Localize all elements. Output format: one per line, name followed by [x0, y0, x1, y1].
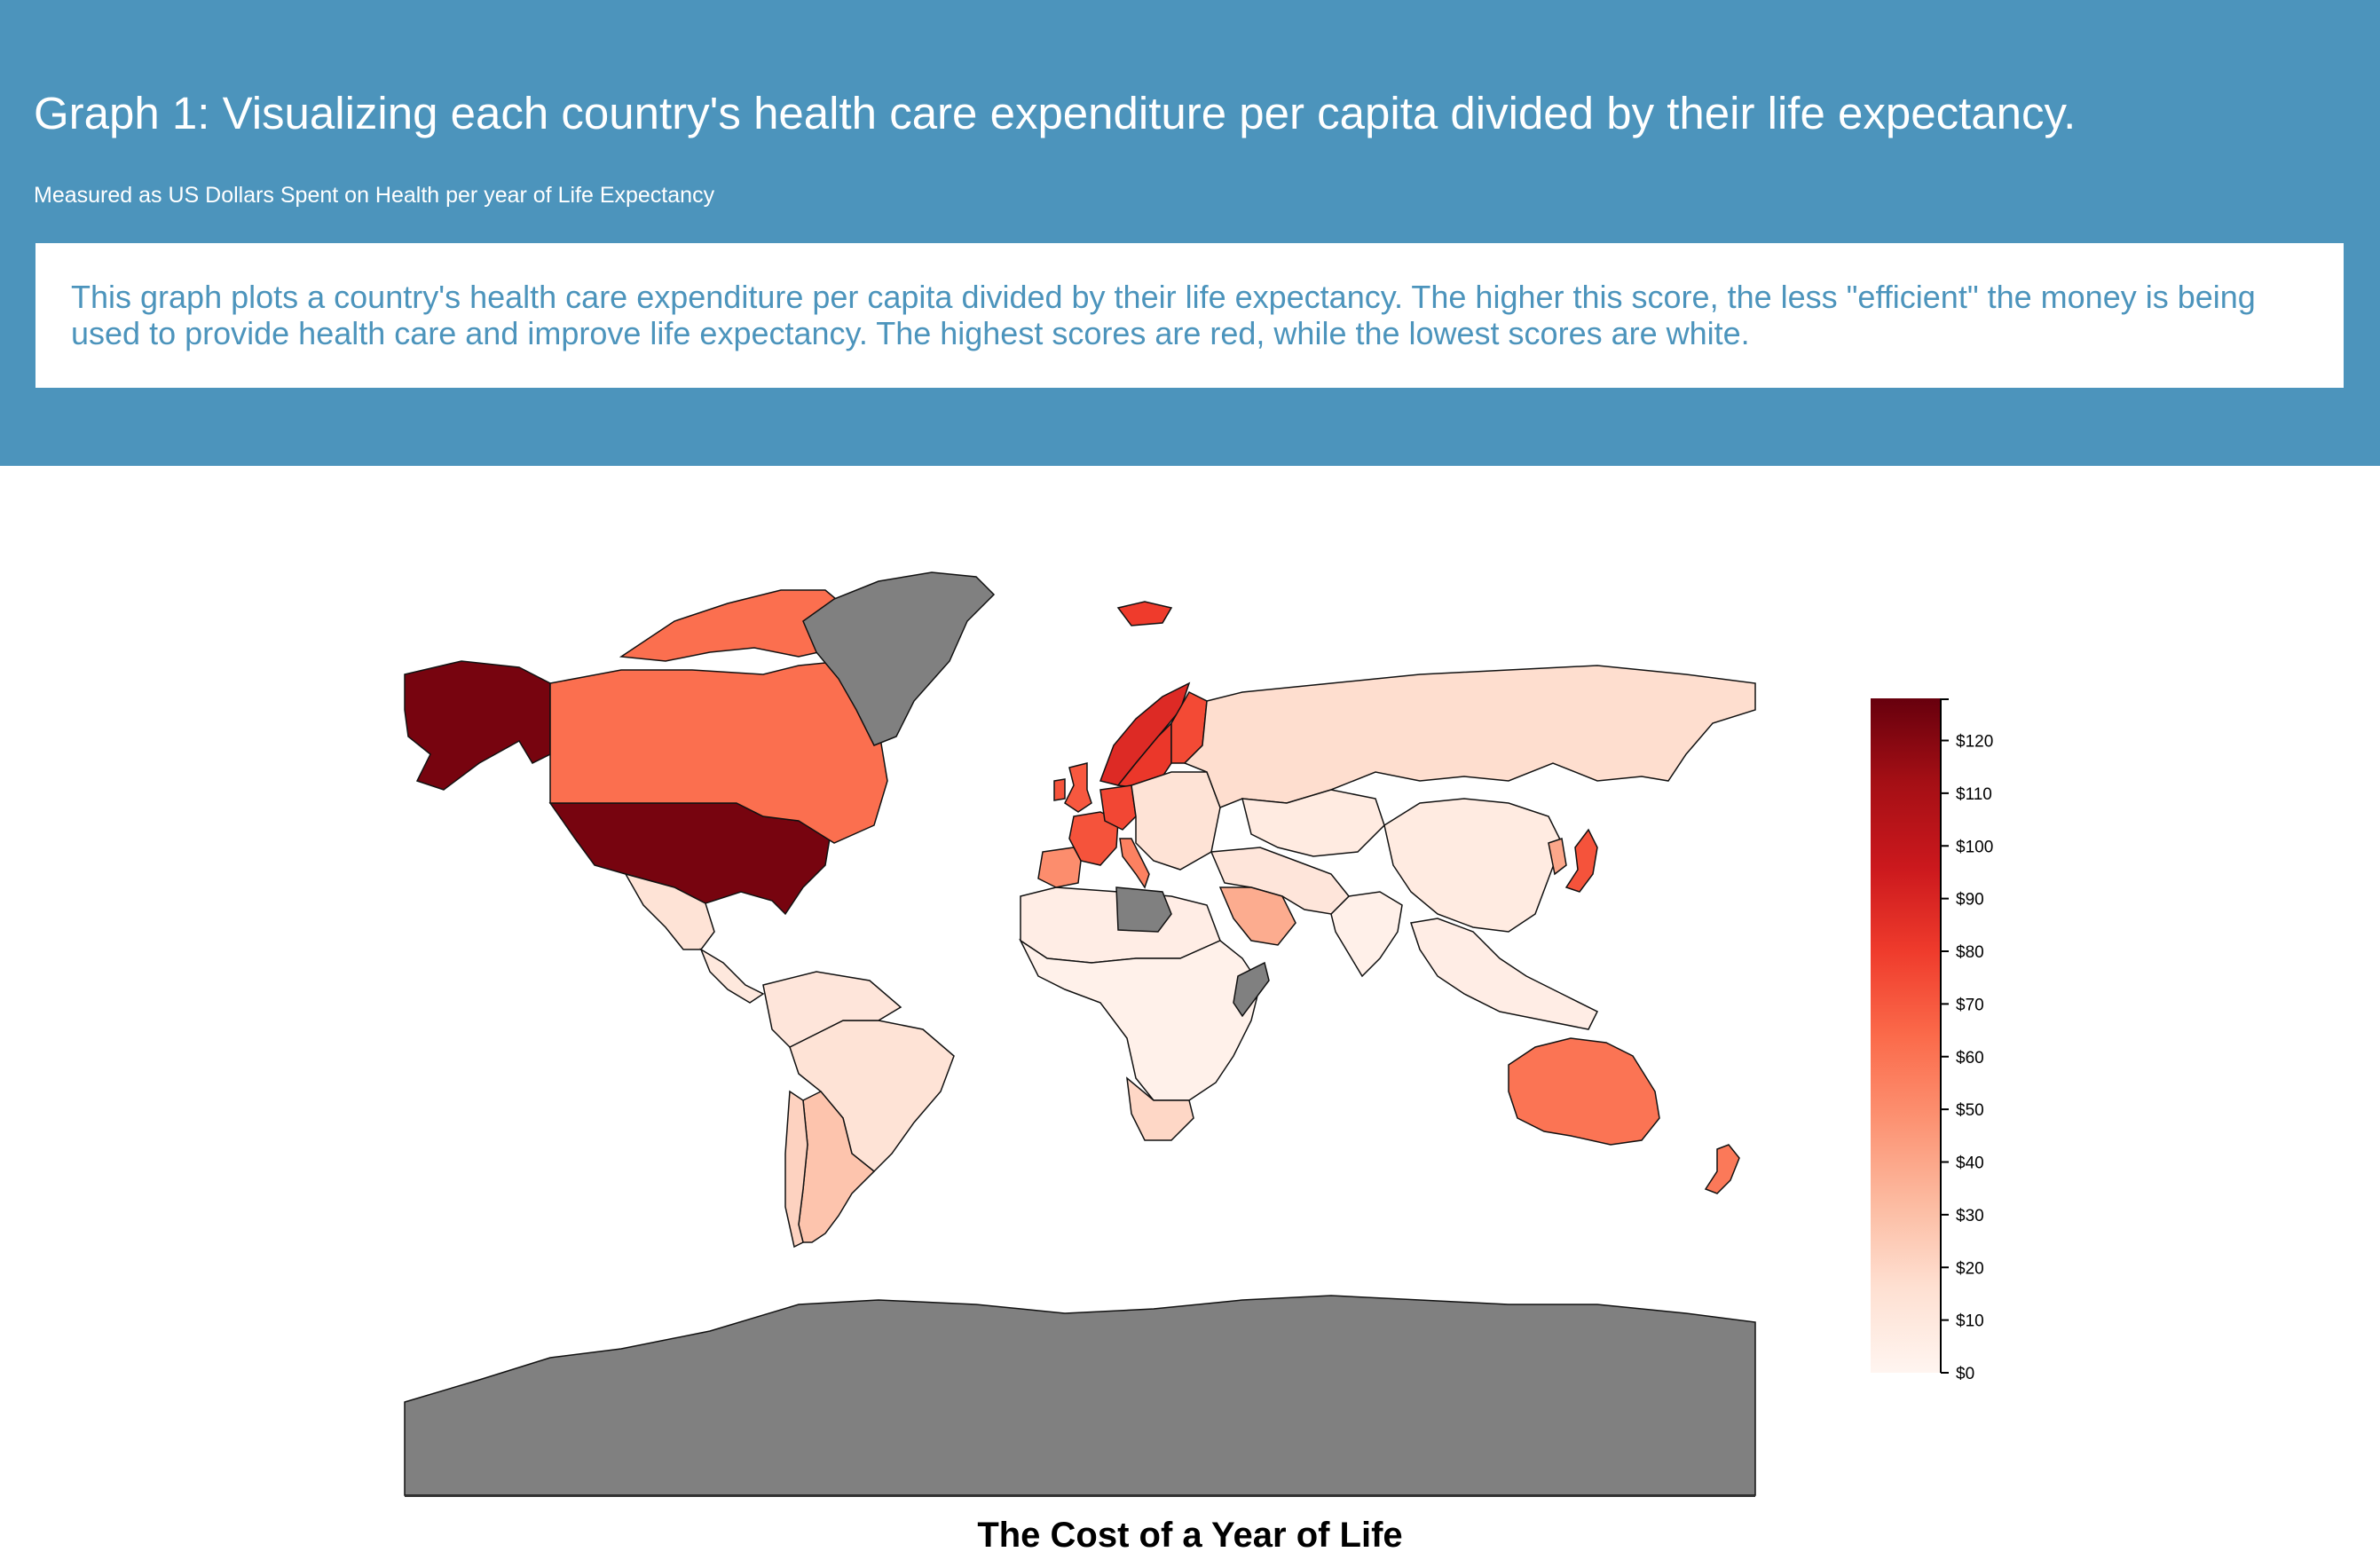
region-italy [1119, 838, 1150, 889]
region-spain [1037, 847, 1082, 888]
legend-tick-label: $120 [1956, 733, 1993, 752]
page-subtitle: Measured as US Dollars Spent on Health p… [34, 183, 715, 208]
region-ireland [1053, 778, 1066, 801]
description-text: This graph plots a country's health care… [71, 279, 2256, 351]
region-australia [1508, 1037, 1660, 1146]
region-somalia [1233, 961, 1270, 1018]
legend-tick-label: $70 [1956, 996, 1984, 1014]
region-central-america [699, 948, 765, 1004]
region-southeast-asia [1410, 918, 1599, 1030]
region-south-america-north [762, 971, 902, 1048]
legend-tick-label: $0 [1956, 1365, 1974, 1383]
legend-tick-label: $60 [1956, 1049, 1984, 1068]
region-eastern-europe [1131, 771, 1221, 871]
region-germany [1099, 784, 1137, 831]
region-uk [1064, 762, 1092, 813]
legend-tick-label: $20 [1956, 1259, 1984, 1278]
color-legend: $0 $10 $20 $30 $40 $50 $60 $70 $80 $90 $100 $110 $12… [1871, 698, 1993, 1383]
region-middle-east [1210, 847, 1351, 915]
legend-tick-label: $50 [1956, 1101, 1984, 1120]
region-india [1330, 891, 1403, 978]
legend-tick-label: $30 [1956, 1207, 1984, 1225]
header-banner: Graph 1: Visualizing each country's heal… [0, 0, 2380, 466]
region-canada [549, 660, 888, 844]
region-saudi-arabia [1218, 886, 1296, 946]
region-chile [784, 1090, 808, 1249]
region-sub-saharan-africa [1019, 938, 1261, 1101]
region-iceland [1116, 601, 1173, 626]
region-alaska [404, 660, 551, 791]
region-libya [1115, 886, 1172, 933]
region-southern-africa [1126, 1076, 1194, 1141]
legend-tick-label: $100 [1956, 838, 1993, 856]
region-new-zealand [1704, 1144, 1740, 1194]
region-japan [1564, 828, 1598, 893]
map-regions [404, 571, 1756, 1496]
region-greenland [802, 571, 996, 746]
legend-tick-label: $80 [1956, 943, 1984, 962]
region-korea [1548, 838, 1567, 876]
legend-tick-label: $90 [1956, 891, 1984, 910]
legend-tick-label: $110 [1956, 785, 1992, 804]
region-brazil [789, 1020, 955, 1173]
description-box: This graph plots a country's health care… [35, 243, 2344, 388]
chart-title: The Cost of a Year of Life [977, 1516, 1403, 1555]
page-title: Graph 1: Visualizing each country's heal… [34, 88, 2077, 138]
legend-tick-label: $10 [1956, 1312, 1984, 1331]
region-china [1383, 798, 1563, 933]
legend-tick-label: $40 [1956, 1154, 1984, 1173]
region-antarctica [404, 1295, 1756, 1496]
legend-colorbar [1871, 698, 1940, 1373]
region-central-asia [1241, 789, 1385, 857]
